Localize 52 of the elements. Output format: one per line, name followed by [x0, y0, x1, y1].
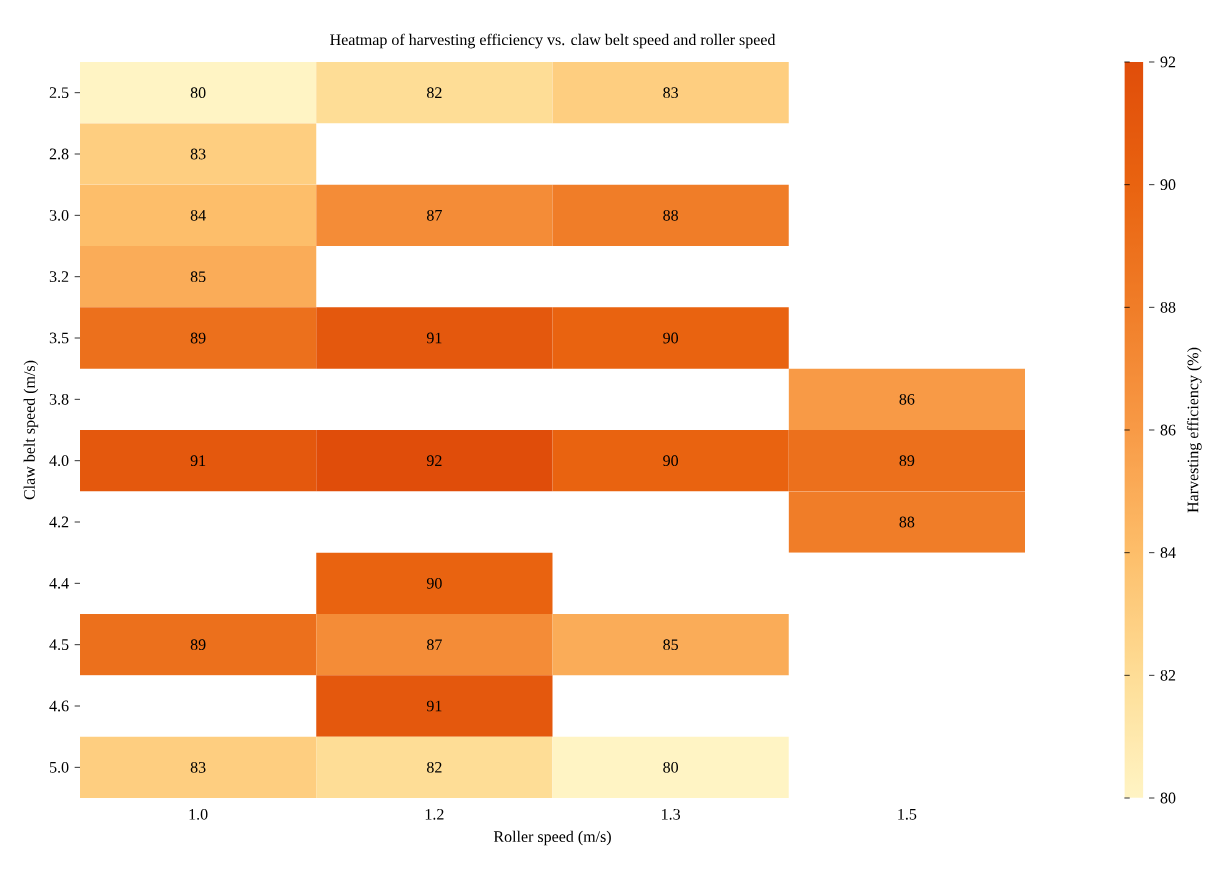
color-bar-label: 86: [1160, 424, 1176, 436]
y-tick-label: 4.5: [49, 639, 69, 651]
data-label: 90: [663, 332, 679, 344]
y-tick-label: 4.6: [49, 700, 69, 712]
y-axis-title: Claw belt speed (m/s): [23, 360, 39, 500]
data-label: 88: [899, 516, 915, 528]
data-label: 89: [190, 332, 206, 344]
y-tick-label: 4.4: [49, 577, 69, 589]
y-tick-label: 2.8: [49, 148, 69, 160]
color-bar-label: 90: [1160, 179, 1176, 191]
color-bar-label: 80: [1160, 792, 1176, 804]
data-label: 87: [426, 639, 442, 651]
y-tick-label: 3.0: [49, 209, 69, 221]
x-tick-label: 1.2: [425, 808, 444, 820]
color-bar-label: 92: [1160, 56, 1176, 68]
y-tick-label: 4.2: [49, 516, 69, 528]
data-label: 91: [190, 455, 206, 467]
y-tick-label: 2.5: [49, 87, 69, 99]
data-label: 85: [190, 271, 206, 283]
data-label: 84: [190, 209, 206, 221]
y-tick-label: 4.0: [49, 455, 69, 467]
data-label: 85: [663, 639, 679, 651]
color-bar-label: 84: [1160, 547, 1176, 559]
color-bar-title: Harvesting efficiency (%): [1186, 347, 1202, 513]
data-label: 83: [663, 87, 679, 99]
data-label: 88: [663, 209, 679, 221]
x-tick-label: 1.3: [662, 808, 681, 820]
data-label: 92: [426, 455, 442, 467]
x-tick-label: 1.0: [189, 808, 208, 820]
y-tick-label: 3.2: [49, 271, 69, 283]
color-bar-label: 82: [1160, 669, 1176, 681]
x-tick-label: 1.5: [898, 808, 917, 820]
data-label: 83: [190, 761, 206, 773]
data-label: 86: [899, 393, 915, 405]
data-label: 89: [190, 639, 206, 651]
data-label: 83: [190, 148, 206, 160]
data-label: 80: [190, 87, 206, 99]
data-label: 91: [426, 332, 442, 344]
chart-title: Heatmap of harvesting efficiency vs. claw belt speed and roller speed: [330, 33, 776, 49]
data-label: 89: [899, 455, 915, 467]
y-tick-label: 3.5: [49, 332, 69, 344]
data-label: 90: [663, 455, 679, 467]
x-axis-title: Roller speed (m/s): [493, 830, 611, 846]
data-label: 82: [426, 87, 442, 99]
y-tick-label: 3.8: [49, 393, 69, 405]
data-label: 82: [426, 761, 442, 773]
data-label: 90: [426, 577, 442, 589]
data-label: 80: [663, 761, 679, 773]
data-label: 87: [426, 209, 442, 221]
data-label: 91: [426, 700, 442, 712]
y-tick-label: 5.0: [49, 761, 69, 773]
color-bar-label: 88: [1160, 301, 1176, 313]
